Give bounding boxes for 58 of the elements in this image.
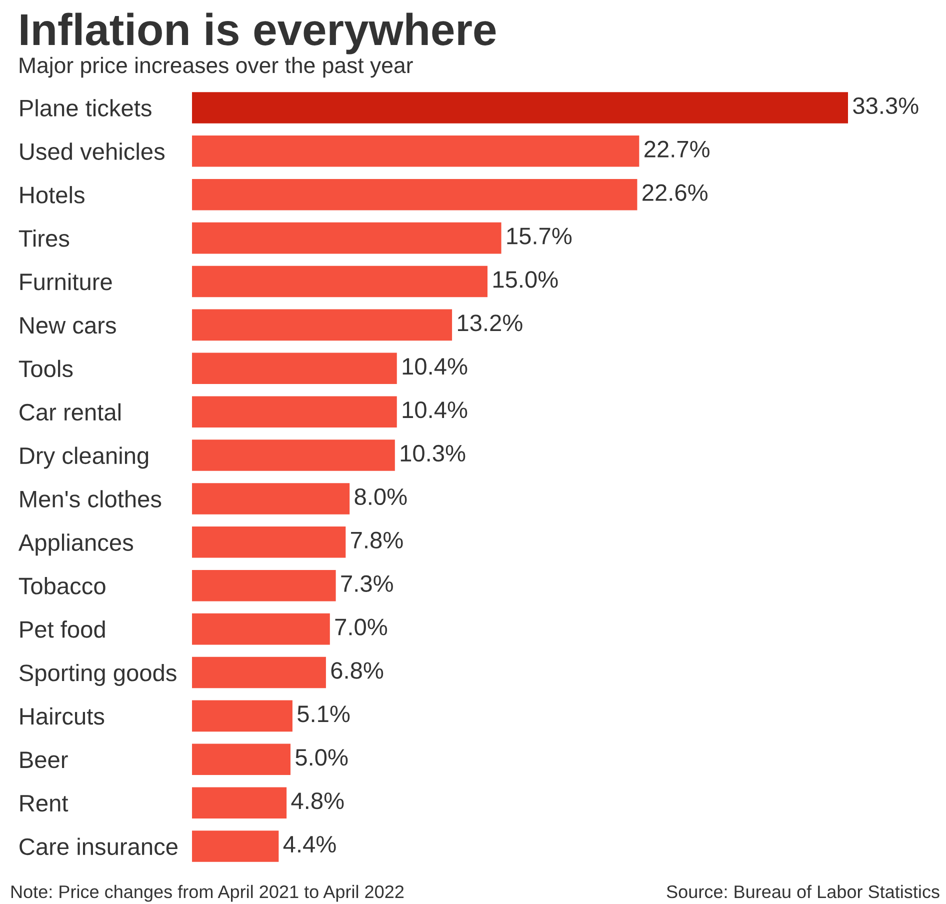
data-label: 4.8% bbox=[291, 792, 344, 810]
data-label: 13.2% bbox=[458, 314, 522, 332]
y-tick-label: New cars bbox=[20, 317, 116, 334]
bar bbox=[192, 309, 452, 341]
source-note: Source: Bureau of Labor Statistics bbox=[666, 884, 940, 898]
y-tick-label: Tobacco bbox=[18, 577, 106, 594]
data-label: 4.4% bbox=[283, 836, 336, 853]
bar bbox=[192, 744, 290, 776]
bar bbox=[192, 526, 346, 558]
y-tick-label: Used vehicles bbox=[20, 142, 165, 160]
data-label: 7.0% bbox=[335, 618, 388, 636]
y-tick-label: Care insurance bbox=[20, 838, 178, 856]
y-tick-label: Tires bbox=[18, 230, 70, 247]
y-tick-label: Dry cleaning bbox=[20, 446, 148, 469]
bar bbox=[192, 92, 848, 124]
bar bbox=[192, 830, 279, 862]
data-label: 10.4% bbox=[402, 401, 468, 418]
bar bbox=[192, 266, 488, 298]
data-label: 7.3% bbox=[341, 575, 393, 592]
bar bbox=[192, 222, 502, 254]
bar bbox=[192, 570, 336, 602]
data-label: 5.1% bbox=[298, 706, 350, 722]
y-tick-label: Appliances bbox=[18, 534, 134, 556]
bar bbox=[192, 483, 350, 514]
text: Note: Price changes from April 2021 to April 2022 bbox=[11, 884, 404, 902]
y-tick-label: Furniture bbox=[20, 272, 112, 290]
y-tick-label: Rent bbox=[20, 795, 68, 812]
data-label: 33.3% bbox=[853, 97, 918, 114]
data-label: 7.8% bbox=[351, 532, 403, 549]
chart-subtitle: Major price increases over the past year bbox=[20, 56, 413, 78]
bar bbox=[192, 352, 397, 384]
bar bbox=[192, 700, 292, 732]
bar bbox=[192, 178, 638, 210]
data-label: 15.7% bbox=[507, 228, 572, 244]
data-label: 6.8% bbox=[331, 662, 384, 679]
data-label: 8.0% bbox=[354, 488, 407, 506]
data-label: 10.3% bbox=[400, 444, 466, 462]
data-label: 10.4% bbox=[402, 358, 468, 375]
bar bbox=[192, 787, 287, 818]
y-tick-label: Hotels bbox=[20, 186, 84, 204]
bar bbox=[192, 136, 640, 167]
data-label: 22.7% bbox=[644, 140, 710, 158]
y-tick-label: Men's clothes bbox=[20, 490, 162, 508]
bar bbox=[192, 440, 395, 471]
data-label: 5.0% bbox=[296, 749, 348, 766]
bar bbox=[192, 396, 397, 428]
bar bbox=[192, 656, 326, 688]
y-tick-label: Plane tickets bbox=[20, 99, 152, 117]
y-tick-label: Pet food bbox=[20, 620, 105, 638]
y-tick-label: Haircuts bbox=[20, 707, 104, 725]
data-label: 15.0% bbox=[493, 271, 558, 288]
y-tick-label: Tools bbox=[18, 360, 73, 378]
y-tick-label: Car rental bbox=[20, 403, 120, 421]
chart-title: Inflation is everywhere bbox=[20, 12, 496, 54]
bar bbox=[192, 613, 330, 645]
y-tick-label: Sporting goods bbox=[19, 664, 176, 686]
y-tick-label: Beer bbox=[20, 752, 68, 768]
data-label: 22.6% bbox=[642, 184, 708, 201]
